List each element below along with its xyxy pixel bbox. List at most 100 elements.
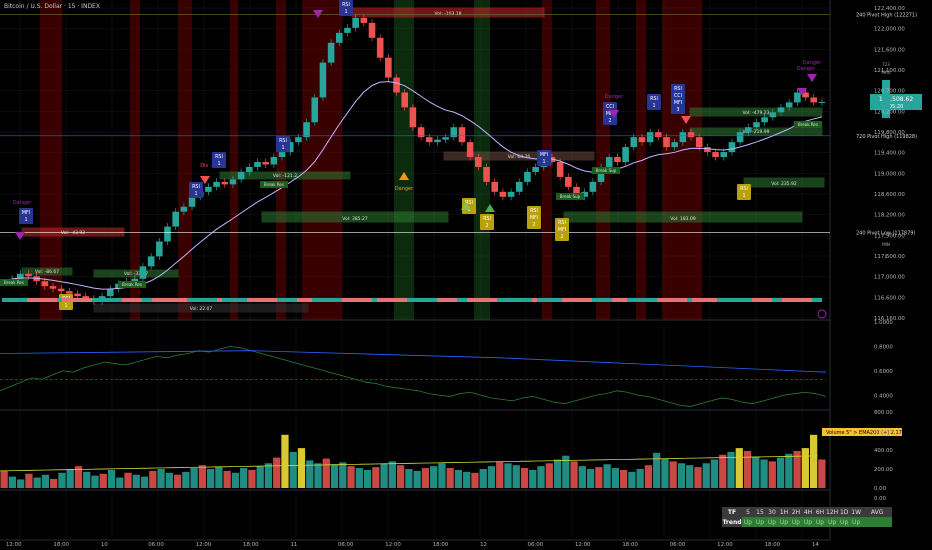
volume-bar: [471, 472, 479, 488]
candle: [270, 157, 278, 165]
signal-marker[interactable]: [671, 84, 685, 114]
signal-marker[interactable]: [189, 182, 203, 198]
signal-strip-cell: [707, 298, 712, 302]
trend-table-header: AVG: [862, 507, 893, 517]
signal-strip-cell: [32, 298, 37, 302]
signal-marker[interactable]: [555, 218, 569, 241]
signal-strip-cell: [142, 298, 147, 302]
signal-strip-cell: [462, 298, 467, 302]
volume-tick: 200.00: [874, 467, 893, 473]
volume-bar: [157, 469, 165, 488]
volume-bar: [776, 457, 785, 488]
volume-bar: [727, 451, 735, 488]
signal-marker[interactable]: [19, 208, 33, 224]
signal-strip-cell: [67, 298, 72, 302]
candle: [597, 166, 605, 182]
candle: [16, 273, 24, 279]
signal-strip-cell: [582, 298, 587, 302]
signal-strip-cell: [732, 298, 737, 302]
volume-bar: [74, 466, 83, 488]
signal-marker[interactable]: [339, 0, 353, 16]
signal-marker-label: 1: [64, 303, 67, 309]
signal-strip-cell: [357, 298, 362, 302]
volume-bar: [785, 453, 793, 488]
candle: [663, 137, 670, 148]
signal-strip-cell: [72, 298, 77, 302]
volume-bar: [743, 450, 752, 488]
signal-strip-cell: [107, 298, 112, 302]
trend-table-header: 1W: [850, 507, 863, 517]
settings-icon[interactable]: [817, 309, 827, 319]
signal-strip-cell: [767, 298, 772, 302]
volume-bar: [8, 476, 17, 488]
volume-bar: [677, 463, 686, 488]
signal-strip-cell: [202, 298, 207, 302]
signal-marker[interactable]: [737, 184, 751, 200]
candle: [630, 137, 638, 148]
volume-bar: [182, 471, 190, 488]
candle: [82, 296, 89, 299]
buy-triangle: [485, 204, 495, 212]
signal-strip-cell: [432, 298, 437, 302]
candle: [818, 101, 826, 103]
volume-bar: [553, 459, 562, 488]
time-tick: 12: [480, 542, 487, 548]
volume-bar: [223, 470, 231, 488]
volume-box-label: Vol: -103.18: [434, 11, 461, 17]
gauge-bar: [882, 80, 890, 118]
signal-marker[interactable]: [480, 214, 494, 230]
signal-marker-label: 2: [560, 234, 563, 240]
signal-marker[interactable]: [603, 102, 617, 125]
candle: [368, 22, 376, 38]
candle: [213, 181, 220, 187]
volume-bar: [289, 451, 297, 488]
candle: [352, 17, 359, 28]
candle: [442, 137, 449, 140]
signal-strip-cell: [802, 298, 807, 302]
signal-marker-label: RSI: [483, 216, 491, 222]
price-tick: 120,200.00: [874, 109, 905, 115]
volume-bar: [653, 452, 661, 488]
trend-table: TF 5 15 30 1H 2H 4H 6H 12H 1D 1W AVG Trend Up Up Up Up U…: [722, 507, 893, 527]
volume-bar: [231, 472, 240, 488]
signal-strip-cell: [132, 298, 137, 302]
signal-marker[interactable]: [537, 150, 551, 166]
signal-strip-cell: [602, 298, 607, 302]
time-tick: 10: [101, 542, 108, 548]
volume-bar: [595, 467, 603, 488]
signal-strip-cell: [127, 298, 132, 302]
oscillator-tick: 0.8000: [874, 345, 893, 351]
volume-bar: [140, 476, 149, 488]
signal-strip-cell: [137, 298, 142, 302]
candle: [655, 132, 662, 138]
signal-strip-cell: [397, 298, 402, 302]
signal-strip-cell: [387, 298, 392, 302]
signal-strip-cell: [57, 298, 62, 302]
signal-marker[interactable]: [212, 152, 226, 168]
bottom-tick: 0.00: [874, 496, 887, 502]
signal-strip-cell: [227, 298, 232, 302]
signal-marker[interactable]: [527, 206, 541, 229]
danger-label: Danger: [803, 60, 822, 66]
signal-strip-cell: [692, 298, 697, 302]
volume-bar: [487, 466, 496, 488]
signal-strip-cell: [147, 298, 152, 302]
signal-strip-cell: [287, 298, 292, 302]
signal-strip-cell: [567, 298, 572, 302]
signal-strip-cell: [482, 298, 487, 302]
signal-strip-cell: [607, 298, 612, 302]
signal-marker[interactable]: [276, 136, 290, 152]
signal-strip-cell: [262, 298, 267, 302]
signal-marker[interactable]: [647, 94, 661, 110]
danger-label: Danger: [395, 186, 414, 192]
volume-bar: [719, 454, 727, 488]
volume-label-tag: [822, 428, 902, 436]
signal-marker-label: 1: [217, 161, 220, 167]
signal-strip-cell: [792, 298, 797, 302]
candle: [573, 186, 580, 197]
candle: [728, 142, 736, 153]
volume-bar: [330, 464, 339, 488]
time-tick: 18:00: [622, 542, 638, 548]
signal-strip-cell: [787, 298, 792, 302]
